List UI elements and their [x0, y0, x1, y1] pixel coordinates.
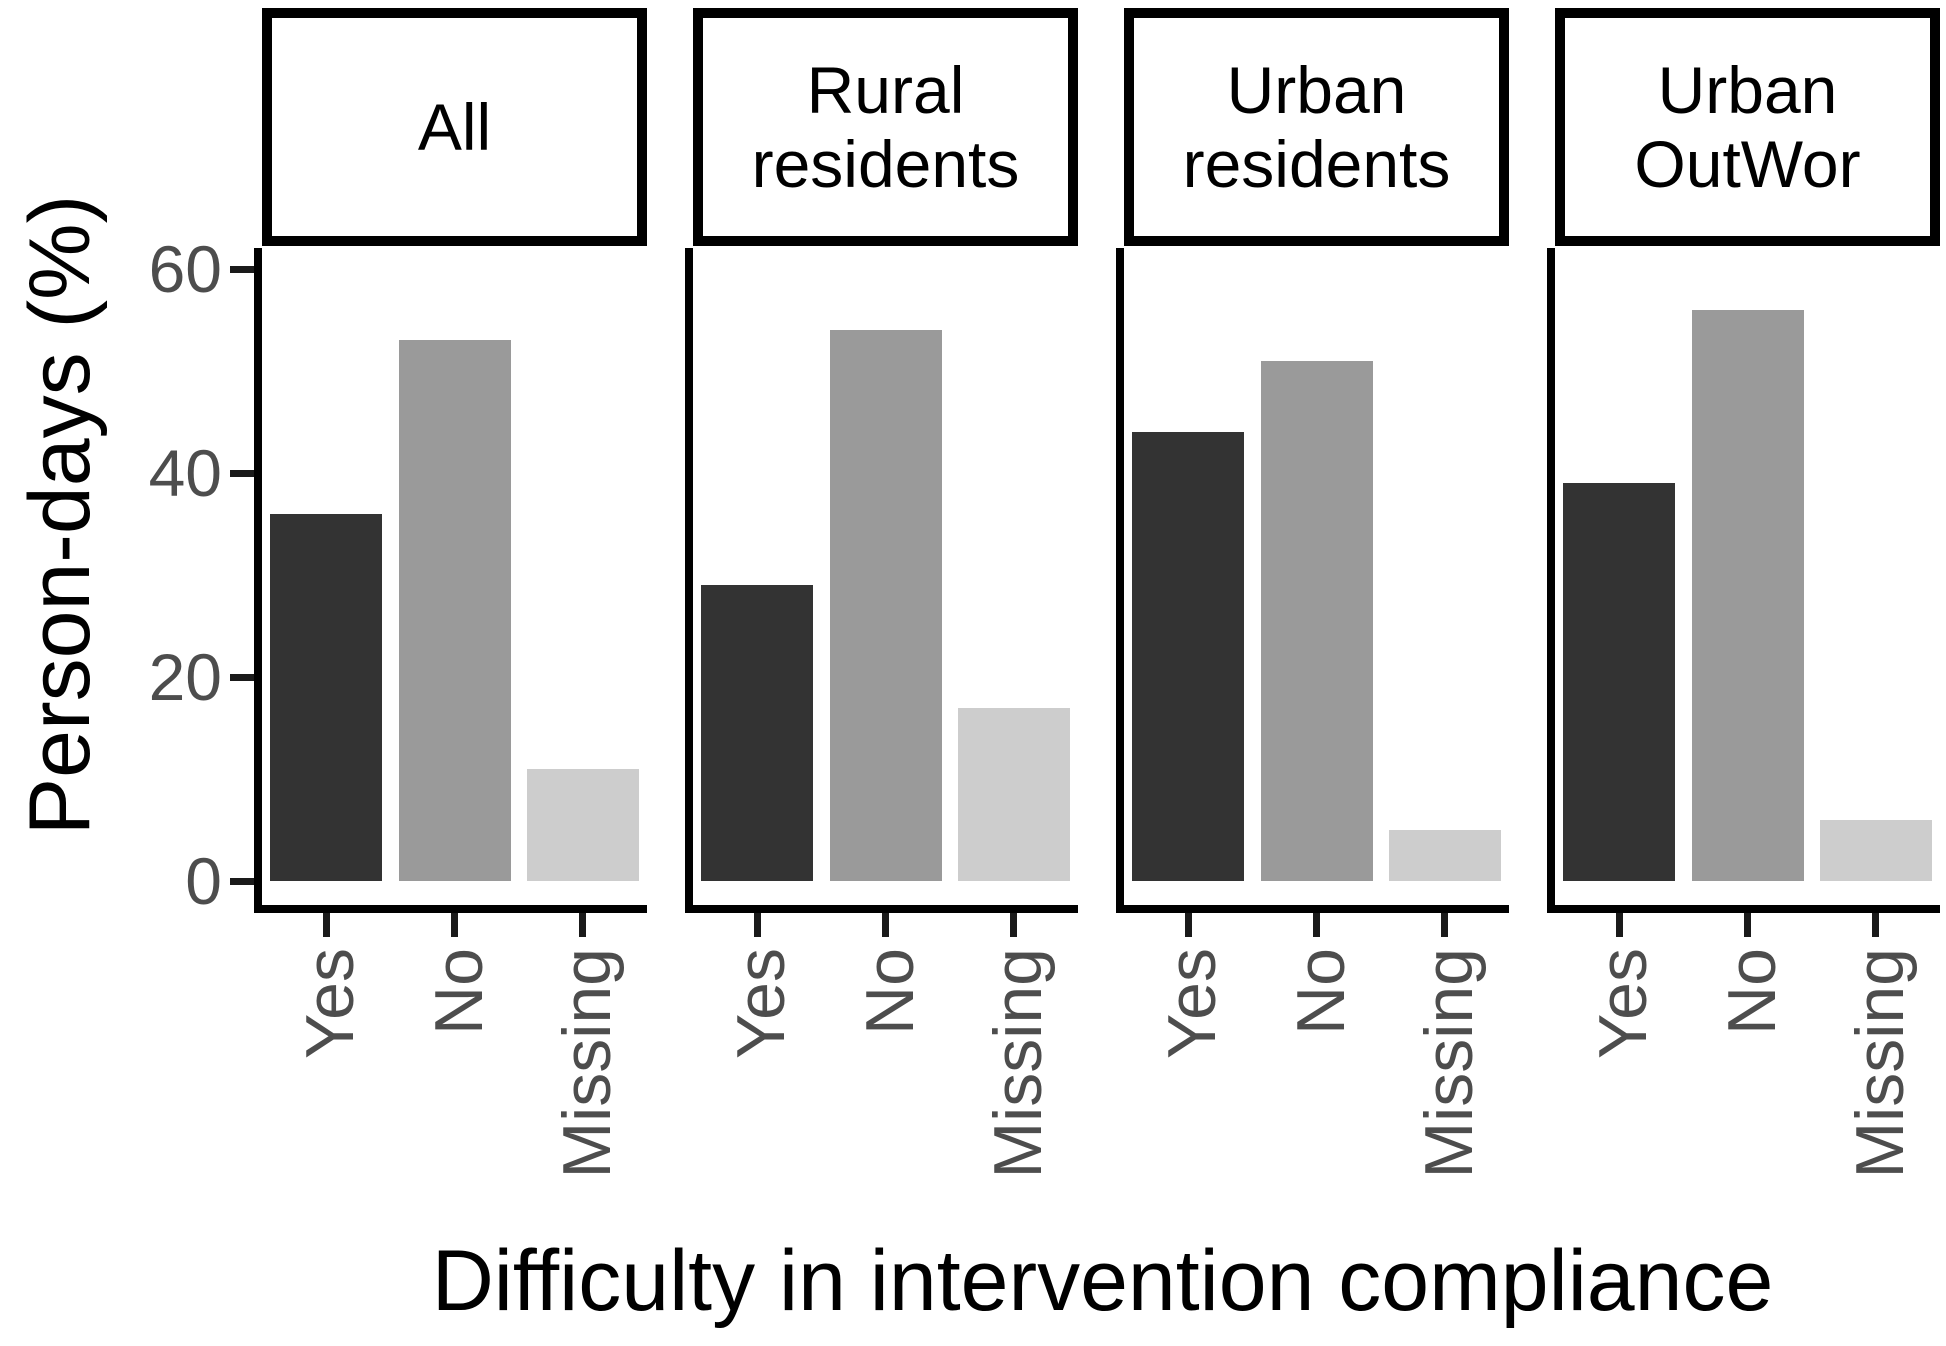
bar-all-no — [399, 340, 511, 881]
x-axis-line-rural-residents — [685, 905, 1078, 913]
y-tick-label-20: 20 — [148, 640, 222, 714]
x-tick-urban-residents-missing — [1441, 913, 1448, 937]
x-tick-urban-outwor-yes — [1616, 913, 1623, 937]
y-axis-line-rural-residents — [685, 248, 693, 913]
bar-urban-residents-yes — [1132, 432, 1244, 881]
x-category-label-urban-residents-yes: Yes — [1154, 948, 1230, 1059]
x-category-label-all-missing: Missing — [549, 948, 625, 1179]
x-category-label-all-no: No — [421, 948, 497, 1035]
y-axis-line-urban-residents — [1116, 248, 1124, 913]
facet-strip-label: All — [417, 90, 492, 164]
x-tick-urban-outwor-missing — [1872, 913, 1879, 937]
bar-urban-residents-no — [1261, 361, 1373, 881]
bar-urban-outwor-no — [1692, 310, 1804, 881]
facet-strip-urban-residents: Urban residents — [1124, 8, 1509, 246]
y-tick-label-0: 0 — [185, 844, 222, 918]
x-tick-all-no — [451, 913, 458, 937]
x-axis-line-urban-residents — [1116, 905, 1509, 913]
x-tick-rural-residents-missing — [1010, 913, 1017, 937]
bar-urban-residents-missing — [1389, 830, 1501, 881]
x-category-label-urban-outwor-yes: Yes — [1585, 948, 1661, 1059]
x-category-label-urban-outwor-no: No — [1714, 948, 1790, 1035]
bar-all-missing — [527, 769, 639, 881]
x-tick-urban-residents-yes — [1185, 913, 1192, 937]
y-axis-line-all — [254, 248, 262, 913]
y-axis-line-urban-outwor — [1547, 248, 1555, 913]
facet-strip-label: Urban — [1657, 53, 1838, 127]
x-category-label-rural-residents-no: No — [852, 948, 928, 1035]
bar-urban-outwor-missing — [1820, 820, 1932, 881]
x-category-label-urban-outwor-missing: Missing — [1842, 948, 1918, 1179]
y-tick-60 — [230, 266, 254, 273]
bar-rural-residents-missing — [958, 708, 1070, 881]
bar-all-yes — [270, 514, 382, 881]
x-axis-line-all — [254, 905, 647, 913]
facet-strip-label: residents — [751, 127, 1020, 201]
facet-strip-urban-outwor: Urban OutWor — [1555, 8, 1940, 246]
x-tick-rural-residents-yes — [754, 913, 761, 937]
facet-strip-label: residents — [1182, 127, 1451, 201]
facet-strip-rural-residents: Rural residents — [693, 8, 1078, 246]
x-category-label-urban-residents-missing: Missing — [1411, 948, 1487, 1179]
bar-urban-outwor-yes — [1563, 483, 1675, 881]
y-tick-20 — [230, 674, 254, 681]
x-category-label-all-yes: Yes — [292, 948, 368, 1059]
y-tick-label-40: 40 — [148, 436, 222, 510]
y-tick-label-60: 60 — [148, 232, 222, 306]
x-category-label-rural-residents-yes: Yes — [723, 948, 799, 1059]
x-tick-rural-residents-no — [882, 913, 889, 937]
facet-strip-label: OutWor — [1634, 127, 1861, 201]
x-axis-title: Difficulty in intervention compliance — [431, 1233, 1774, 1329]
facet-strip-label: Urban — [1226, 53, 1407, 127]
bar-rural-residents-yes — [701, 585, 813, 881]
x-tick-urban-residents-no — [1313, 913, 1320, 937]
y-tick-40 — [230, 470, 254, 477]
x-tick-all-missing — [579, 913, 586, 937]
y-tick-0 — [230, 878, 254, 885]
facet-strip-label: Rural — [806, 53, 965, 127]
facet-strip-all: All — [262, 8, 647, 246]
y-axis-title: Person-days (%) — [12, 194, 108, 836]
x-category-label-rural-residents-missing: Missing — [980, 948, 1056, 1179]
x-category-label-urban-residents-no: No — [1283, 948, 1359, 1035]
x-axis-line-urban-outwor — [1547, 905, 1940, 913]
x-tick-all-yes — [323, 913, 330, 937]
x-tick-urban-outwor-no — [1744, 913, 1751, 937]
bar-rural-residents-no — [830, 330, 942, 881]
